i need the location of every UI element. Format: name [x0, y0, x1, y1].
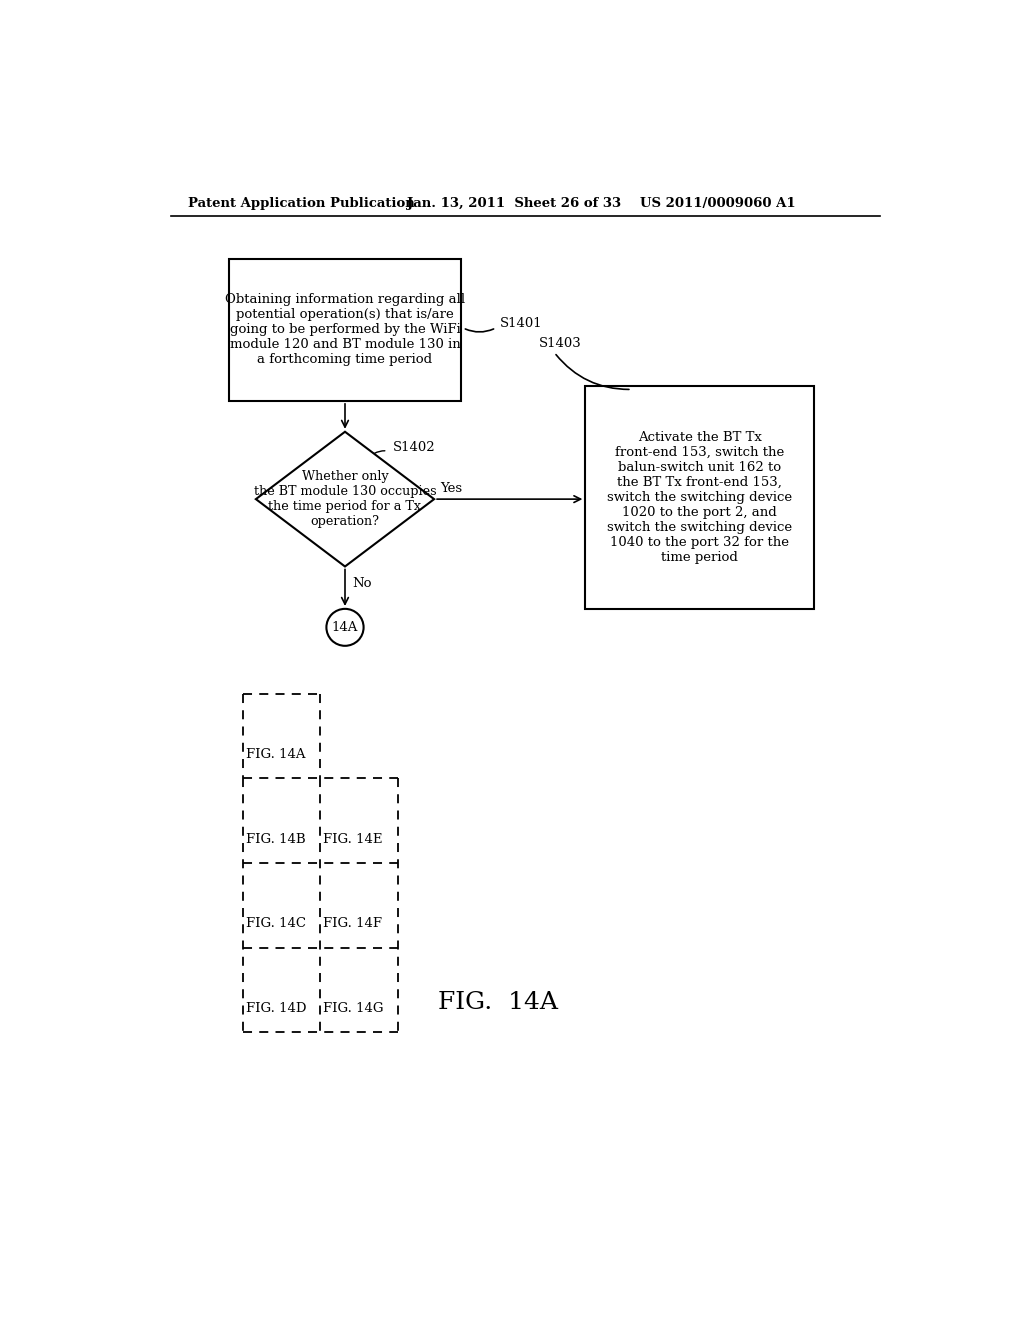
- Text: Jan. 13, 2011  Sheet 26 of 33: Jan. 13, 2011 Sheet 26 of 33: [407, 197, 622, 210]
- Text: FIG. 14B: FIG. 14B: [246, 833, 305, 846]
- Text: Whether only
the BT module 130 occupies
the time period for a Tx
operation?: Whether only the BT module 130 occupies …: [254, 470, 436, 528]
- Text: Obtaining information regarding all
potential operation(s) that is/are
going to : Obtaining information regarding all pote…: [225, 293, 465, 366]
- Text: FIG. 14D: FIG. 14D: [246, 1002, 306, 1015]
- Text: Yes: Yes: [440, 482, 463, 495]
- Text: US 2011/0009060 A1: US 2011/0009060 A1: [640, 197, 795, 210]
- Text: FIG. 14A: FIG. 14A: [246, 748, 305, 762]
- Text: FIG. 14C: FIG. 14C: [246, 917, 306, 931]
- Text: S1402: S1402: [393, 441, 435, 454]
- Text: Patent Application Publication: Patent Application Publication: [188, 197, 415, 210]
- Text: FIG. 14E: FIG. 14E: [324, 833, 383, 846]
- Text: S1403: S1403: [539, 337, 582, 350]
- Text: S1401: S1401: [500, 317, 543, 330]
- Text: No: No: [352, 577, 373, 590]
- FancyBboxPatch shape: [586, 385, 814, 609]
- Text: 14A: 14A: [332, 620, 358, 634]
- FancyBboxPatch shape: [228, 259, 461, 401]
- Text: Activate the BT Tx
front-end 153, switch the
balun-switch unit 162 to
the BT Tx : Activate the BT Tx front-end 153, switch…: [607, 430, 793, 564]
- Text: FIG.  14A: FIG. 14A: [438, 991, 558, 1014]
- Text: FIG. 14G: FIG. 14G: [324, 1002, 384, 1015]
- Text: FIG. 14F: FIG. 14F: [324, 917, 382, 931]
